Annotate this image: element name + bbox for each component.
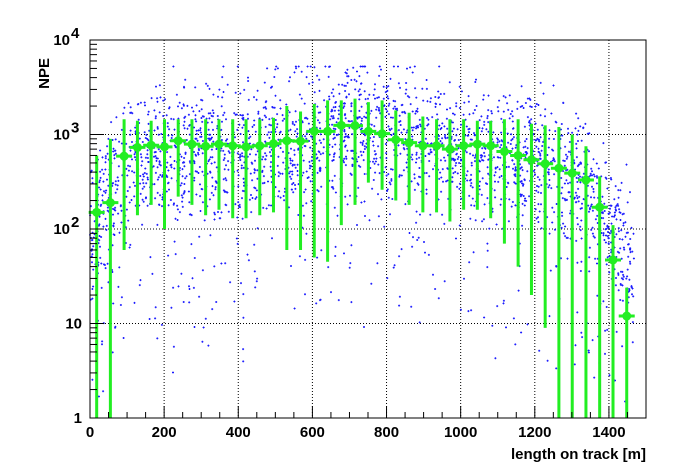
profile-point xyxy=(119,151,129,161)
y-tick-label-exponent: 2 xyxy=(71,214,79,231)
profile-point xyxy=(581,175,591,185)
y-axis-title: NPE xyxy=(36,58,53,89)
profile-point xyxy=(486,141,496,151)
profile-point xyxy=(418,141,428,151)
y-tick-label: 10 xyxy=(53,221,70,238)
profile-point xyxy=(363,126,373,136)
profile-point xyxy=(146,140,156,150)
profile-point xyxy=(391,135,401,145)
x-tick-label: 1000 xyxy=(444,424,477,441)
x-tick-label: 0 xyxy=(86,424,94,441)
profile-point xyxy=(608,255,618,265)
x-axis-title: length on track [m] xyxy=(511,446,646,463)
profile-point xyxy=(350,121,360,131)
profile-point xyxy=(513,150,523,160)
profile-point xyxy=(432,141,442,151)
profile-point xyxy=(567,168,577,178)
x-tick-label: 1400 xyxy=(592,424,625,441)
profile-point xyxy=(282,136,292,146)
profile-point xyxy=(173,136,183,146)
profile-point xyxy=(309,126,319,136)
y-tick-label-exponent: 4 xyxy=(71,25,80,42)
profile-point xyxy=(336,120,346,130)
x-tick-label: 600 xyxy=(300,424,325,441)
profile-point xyxy=(459,141,469,151)
profile-series xyxy=(88,98,635,418)
y-tick-label-exponent: 3 xyxy=(71,120,79,137)
profile-point xyxy=(228,141,238,151)
profile-point xyxy=(201,141,211,151)
profile-point xyxy=(132,142,142,152)
grid-lines xyxy=(90,40,646,418)
y-tick-label: 10 xyxy=(53,32,70,49)
scatter-markers xyxy=(89,65,635,403)
profile-point xyxy=(622,311,632,321)
profile-point xyxy=(296,136,306,146)
profile-point xyxy=(105,198,115,208)
profile-point xyxy=(554,163,564,173)
profile-point xyxy=(241,142,251,152)
x-tick-label: 1200 xyxy=(518,424,551,441)
profile-point xyxy=(255,141,265,151)
profile-point xyxy=(445,144,455,154)
y-tick-label: 10 xyxy=(65,316,82,333)
x-tick-label: 800 xyxy=(374,424,399,441)
profile-point xyxy=(160,142,170,152)
x-tick-label: 400 xyxy=(226,424,251,441)
profile-point xyxy=(323,126,333,136)
profile-point xyxy=(595,202,605,212)
plot-frame xyxy=(89,39,647,419)
profile-point xyxy=(377,129,387,139)
profile-point xyxy=(92,207,102,217)
y-tick-label: 1 xyxy=(74,410,82,427)
profile-point xyxy=(214,139,224,149)
profile-point xyxy=(472,139,482,149)
profile-point xyxy=(404,138,414,148)
profile-point xyxy=(499,147,509,157)
y-tick-label: 10 xyxy=(53,127,70,144)
x-tick-label: 200 xyxy=(152,424,177,441)
profile-point xyxy=(540,159,550,169)
profile-point xyxy=(268,139,278,149)
profile-point xyxy=(526,155,536,165)
scatter-points xyxy=(89,65,635,403)
profile-point xyxy=(187,139,197,149)
